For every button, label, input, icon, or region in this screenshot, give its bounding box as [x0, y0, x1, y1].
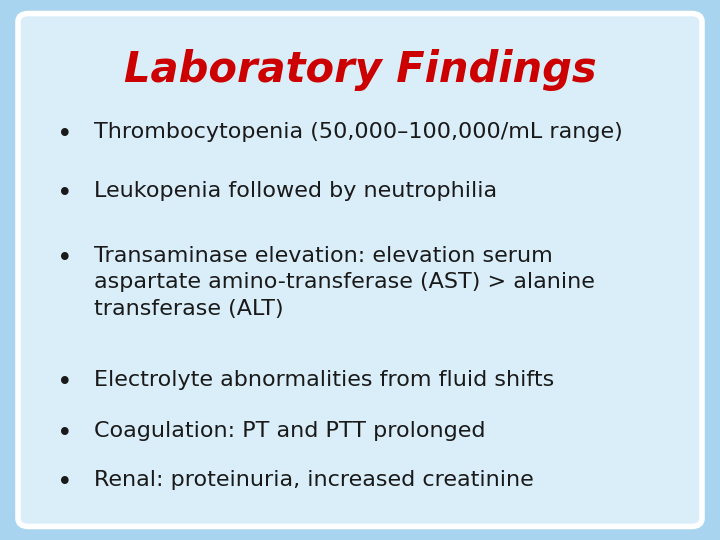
Text: Thrombocytopenia (50,000–100,000/mL range): Thrombocytopenia (50,000–100,000/mL rang…	[94, 122, 622, 141]
Text: •: •	[57, 370, 73, 396]
Text: Transaminase elevation: elevation serum
aspartate amino-transferase (AST) > alan: Transaminase elevation: elevation serum …	[94, 246, 595, 319]
Text: •: •	[57, 421, 73, 447]
Text: •: •	[57, 122, 73, 147]
Text: Coagulation: PT and PTT prolonged: Coagulation: PT and PTT prolonged	[94, 421, 485, 441]
Text: •: •	[57, 470, 73, 496]
Text: Laboratory Findings: Laboratory Findings	[124, 49, 596, 91]
Text: •: •	[57, 246, 73, 272]
Text: Leukopenia followed by neutrophilia: Leukopenia followed by neutrophilia	[94, 181, 497, 201]
Text: Electrolyte abnormalities from fluid shifts: Electrolyte abnormalities from fluid shi…	[94, 370, 554, 390]
Text: •: •	[57, 181, 73, 207]
Text: Renal: proteinuria, increased creatinine: Renal: proteinuria, increased creatinine	[94, 470, 534, 490]
